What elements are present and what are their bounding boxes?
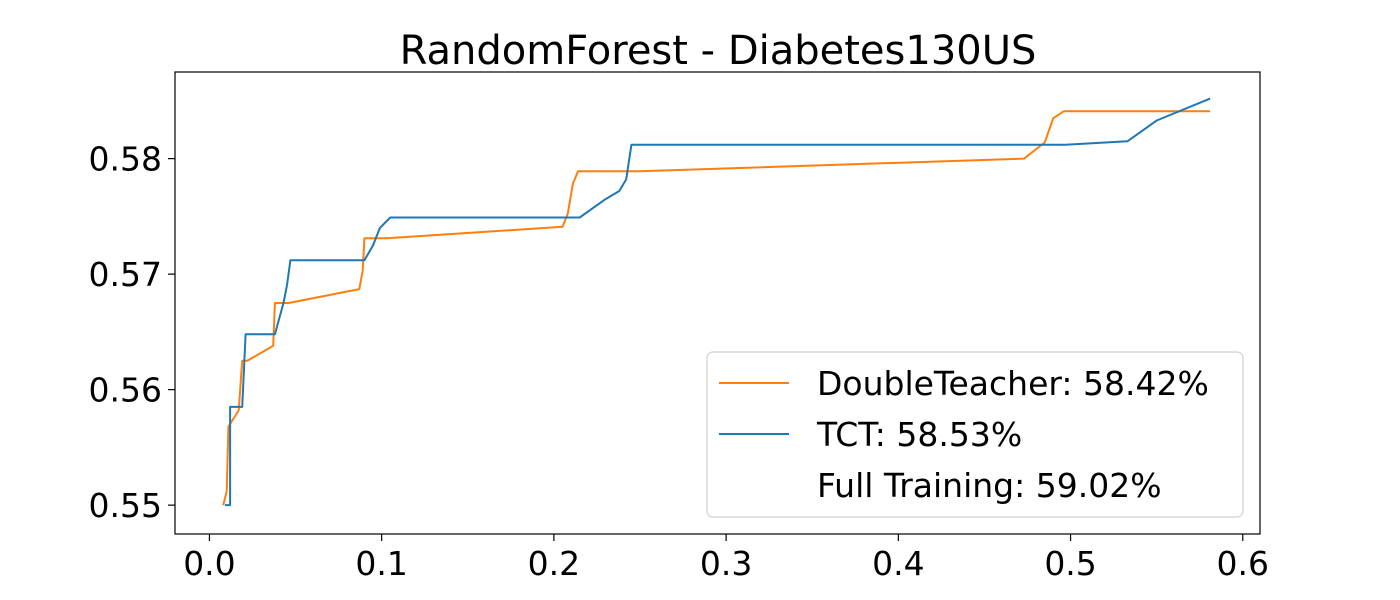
x-tick-label: 0.2 [528,544,580,583]
legend-label-1: TCT: 58.53% [816,415,1022,454]
y-axis: 0.55 0.56 0.57 0.58 [89,140,175,525]
legend: DoubleTeacher: 58.42% TCT: 58.53% Full Tra… [706,351,1244,518]
series-layer [222,97,1211,507]
y-tick-label: 0.56 [89,371,162,410]
x-tick-label: 0.0 [183,544,235,583]
chart-title: RandomForest - Diabetes130US [400,28,1037,74]
y-tick-label: 0.58 [89,140,162,179]
x-tick-label: 0.3 [700,544,752,583]
legend-box [706,351,1244,518]
y-tick-label: 0.55 [89,486,162,525]
series-line-1 [224,97,1211,507]
x-tick-label: 0.1 [355,544,407,583]
x-tick-label: 0.6 [1217,544,1269,583]
legend-label-2: Full Training: 59.02% [817,466,1162,505]
x-tick-label: 0.5 [1044,544,1096,583]
x-tick-label: 0.4 [872,544,924,583]
legend-label-0: DoubleTeacher: 58.42% [817,364,1209,403]
y-tick-label: 0.57 [89,255,162,294]
series-line-0 [222,110,1211,506]
x-axis: 0.0 0.1 0.2 0.3 0.4 0.5 0.6 [183,534,1269,583]
